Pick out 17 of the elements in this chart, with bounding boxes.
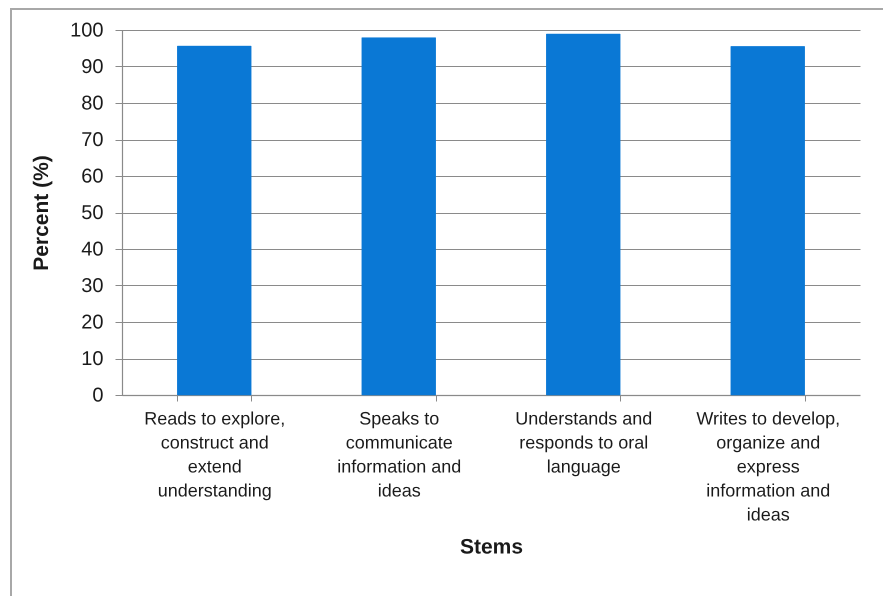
x-tick-label: Reads to explore, construct and extend understanding (144, 408, 286, 500)
x-tick-label: Speaks to communicate information and ideas (337, 408, 462, 500)
x-tick-label: Writes to develop, organize and express information and ideas (696, 408, 840, 524)
x-axis-title: Stems (460, 536, 524, 558)
y-tick-label: 40 (81, 238, 104, 260)
y-tick-label: 50 (81, 202, 104, 224)
y-tick-label: 0 (92, 384, 104, 406)
y-tick-label: 20 (81, 312, 104, 334)
x-tick-label: Understands and responds to oral language (515, 408, 652, 476)
y-tick-label: 90 (81, 56, 104, 78)
y-tick-label: 80 (81, 92, 104, 114)
y-tick-label: 100 (70, 20, 104, 42)
y-tick-label: 70 (81, 129, 104, 151)
y-axis-title: Percent (%) (30, 155, 54, 271)
y-tick-label: 10 (81, 348, 104, 370)
y-tick-label: 60 (81, 166, 104, 188)
y-tick-label: 30 (81, 275, 104, 297)
